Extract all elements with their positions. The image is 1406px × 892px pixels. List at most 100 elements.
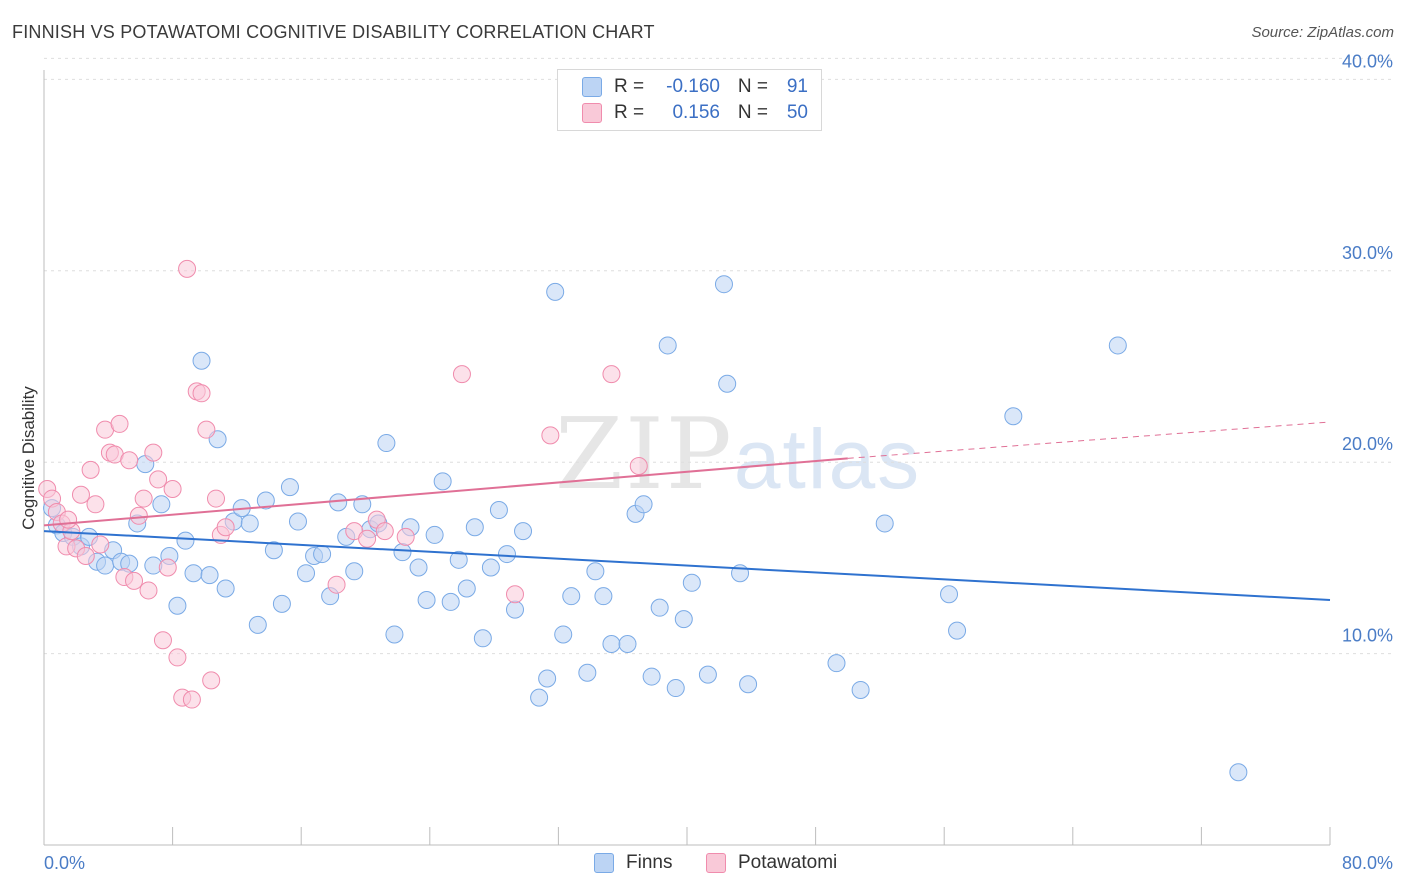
trend-line-finns xyxy=(43,530,1331,602)
point-potawatomi xyxy=(149,470,168,489)
point-potawatomi xyxy=(602,365,621,384)
point-potawatomi xyxy=(125,571,144,590)
gridlines xyxy=(44,57,1392,655)
point-finns xyxy=(168,596,187,615)
legend-swatch-potawatomi xyxy=(582,103,602,123)
point-finns xyxy=(345,562,364,581)
point-finns xyxy=(297,564,316,583)
bottom-legend-swatch-finns xyxy=(594,853,614,873)
point-potawatomi xyxy=(134,489,153,508)
point-finns xyxy=(658,336,677,355)
point-potawatomi xyxy=(59,510,78,529)
bottom-legend-label-potawatomi: Potawatomi xyxy=(738,852,838,873)
point-potawatomi xyxy=(91,535,110,554)
legend: R = -0.160 N = 91 R = 0.156 N = 50 xyxy=(557,69,822,131)
point-finns xyxy=(538,669,557,688)
point-finns xyxy=(1229,763,1248,782)
point-finns xyxy=(425,525,444,544)
point-finns xyxy=(184,564,203,583)
watermark-atlas: atlas xyxy=(733,412,922,506)
legend-swatch-finns xyxy=(582,77,602,97)
point-finns xyxy=(739,675,758,694)
point-finns xyxy=(650,598,669,617)
point-finns xyxy=(718,374,737,393)
point-finns xyxy=(329,493,348,512)
y-tick-label: 40.0% xyxy=(1342,51,1393,71)
point-finns xyxy=(473,629,492,648)
point-finns xyxy=(851,680,870,699)
y-tick-label: 30.0% xyxy=(1342,243,1393,263)
x-tick-label: 0.0% xyxy=(44,853,85,873)
point-potawatomi xyxy=(144,443,163,462)
axes xyxy=(43,70,1331,846)
point-finns xyxy=(875,514,894,533)
legend-r-value: -0.160 xyxy=(666,76,720,97)
point-finns xyxy=(1108,336,1127,355)
point-finns xyxy=(666,679,685,698)
bottom-legend-swatch-potawatomi xyxy=(706,853,726,873)
point-finns xyxy=(433,472,452,491)
legend-row-finns: R = -0.160 N = 91 xyxy=(582,75,808,99)
point-potawatomi xyxy=(197,420,216,439)
point-finns xyxy=(248,615,267,634)
point-finns xyxy=(264,541,283,560)
point-finns xyxy=(409,558,428,577)
legend-n-label: N = xyxy=(737,102,768,123)
point-potawatomi xyxy=(202,671,221,690)
point-potawatomi xyxy=(396,527,415,546)
point-potawatomi xyxy=(629,457,648,476)
point-finns xyxy=(554,625,573,644)
point-potawatomi xyxy=(178,259,197,278)
point-finns xyxy=(586,562,605,581)
point-finns xyxy=(240,514,259,533)
point-potawatomi xyxy=(452,365,471,384)
y-tick-label: 20.0% xyxy=(1342,434,1393,454)
point-potawatomi xyxy=(505,585,524,604)
point-finns xyxy=(377,434,396,453)
point-finns xyxy=(602,635,621,654)
point-potawatomi xyxy=(358,529,377,548)
point-potawatomi xyxy=(110,414,129,433)
point-finns xyxy=(313,545,332,564)
point-finns xyxy=(948,621,967,640)
point-finns xyxy=(481,558,500,577)
bottom-legend: Finns Potawatomi xyxy=(0,852,1406,878)
point-finns xyxy=(1004,407,1023,426)
point-finns xyxy=(449,550,468,569)
point-finns xyxy=(288,512,307,531)
point-finns xyxy=(280,478,299,497)
trend-line-potawatomi xyxy=(43,457,848,527)
bottom-legend-label-finns: Finns xyxy=(626,852,673,873)
point-finns xyxy=(393,543,412,562)
point-potawatomi xyxy=(192,384,211,403)
point-finns xyxy=(152,495,171,514)
legend-r-label: R = xyxy=(614,102,645,123)
x-tick-label: 80.0% xyxy=(1342,853,1393,873)
trend-lines xyxy=(43,421,1331,602)
data-points xyxy=(38,259,1248,782)
point-potawatomi xyxy=(81,460,100,479)
point-finns xyxy=(642,667,661,686)
point-finns xyxy=(562,587,581,606)
point-finns xyxy=(176,531,195,550)
point-finns xyxy=(594,587,613,606)
point-finns xyxy=(465,518,484,537)
point-potawatomi xyxy=(182,690,201,709)
point-finns xyxy=(457,579,476,598)
point-finns xyxy=(530,688,549,707)
watermark-zip: ZIP xyxy=(555,398,734,512)
legend-n-value: 50 xyxy=(786,102,808,123)
point-potawatomi xyxy=(163,479,182,498)
legend-n-label: N = xyxy=(737,76,768,97)
point-finns xyxy=(489,501,508,520)
chart-title: FINNISH VS POTAWATOMI COGNITIVE DISABILI… xyxy=(12,22,655,42)
point-finns xyxy=(578,663,597,682)
point-potawatomi xyxy=(541,426,560,445)
point-potawatomi xyxy=(71,485,90,504)
point-potawatomi xyxy=(327,575,346,594)
point-finns xyxy=(256,491,275,510)
source-label: Source: ZipAtlas.com xyxy=(1251,24,1394,41)
y-tick-label: 10.0% xyxy=(1342,626,1393,646)
point-finns xyxy=(714,275,733,294)
point-potawatomi xyxy=(120,451,139,470)
